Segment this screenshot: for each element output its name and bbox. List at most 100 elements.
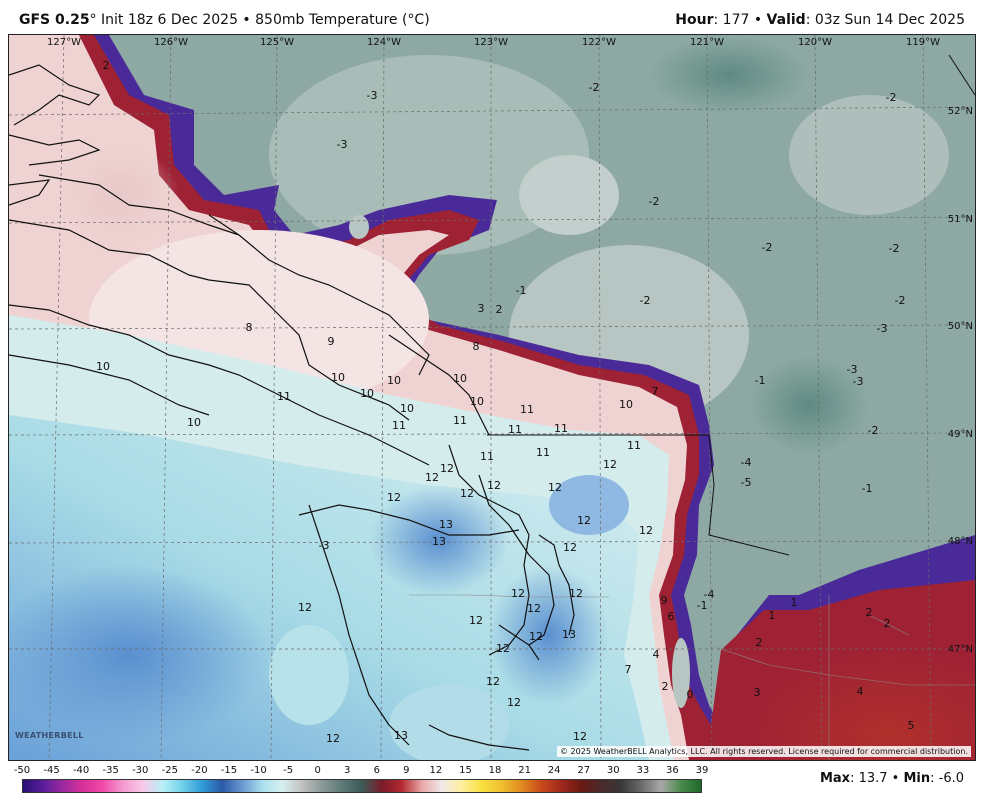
lat-label: 51°N (948, 214, 973, 225)
value-label: 11 (392, 419, 406, 432)
value-label: -4 (704, 588, 715, 601)
colorbar-tick-label: 3 (344, 765, 351, 776)
lon-label: 127°W (47, 37, 81, 48)
colorbar-tick-label: -30 (132, 765, 149, 776)
colorbar-tick-label: -20 (191, 765, 208, 776)
map-title: GFS 0.25° Init 18z 6 Dec 2025 • 850mb Te… (19, 12, 430, 28)
value-label: 12 (639, 524, 653, 537)
weatherbell-logo: WEATHERBELL (15, 731, 84, 740)
value-label: 12 (527, 602, 541, 615)
colorbar-tick-label: 6 (373, 765, 380, 776)
hour-value: : 177 • (713, 12, 767, 28)
min-label: Min (903, 771, 931, 786)
state-lines (409, 594, 975, 760)
map-canvas: 127°W 126°W 125°W 124°W 123°W 122°W 121°… (9, 35, 975, 760)
value-label: 7 (625, 663, 632, 676)
valid-value: : 03z Sun 14 Dec 2025 (805, 12, 965, 28)
colorbar-tick-label: 27 (577, 765, 591, 776)
value-label: 12 (469, 614, 483, 627)
min-max-stats: Max: 13.7 • Min: -6.0 (820, 771, 964, 786)
value-label: 13 (562, 628, 576, 641)
lon-label: 122°W (582, 37, 616, 48)
value-label: -1 (755, 374, 766, 387)
value-label: 10 (619, 398, 633, 411)
value-label: 12 (496, 642, 510, 655)
lat-label: 49°N (948, 429, 973, 440)
value-label: 9 (661, 594, 668, 607)
value-label: 12 (387, 491, 401, 504)
value-label: 12 (563, 541, 577, 554)
colorbar-tick-label: -35 (102, 765, 119, 776)
value-label: -3 (319, 539, 330, 552)
colorbar-tick-label: 30 (606, 765, 620, 776)
lon-label: 124°W (367, 37, 401, 48)
value-label: -2 (889, 242, 900, 255)
lat-labels: 52°N 51°N 50°N 49°N 48°N 47°N (948, 106, 973, 655)
value-label: 13 (432, 535, 446, 548)
value-label: 8 (473, 340, 480, 353)
coastlines (9, 64, 575, 751)
colorbar-tick-label: 24 (547, 765, 561, 776)
value-label: 4 (653, 648, 660, 661)
value-label: -3 (853, 375, 864, 388)
value-label: 12 (326, 732, 340, 745)
value-label: -3 (337, 138, 348, 151)
value-label: 2 (884, 617, 891, 630)
valid-time: Hour: 177 • Valid: 03z Sun 14 Dec 2025 (675, 12, 965, 28)
value-label: 10 (400, 402, 414, 415)
value-label: 12 (440, 462, 454, 475)
colorbar-tick-label: 39 (695, 765, 709, 776)
model-name: GFS 0.25 (19, 12, 90, 28)
colorbar-tick-label: 9 (403, 765, 410, 776)
value-label: 0 (687, 688, 694, 701)
value-label: 2 (866, 606, 873, 619)
value-label: 3 (478, 302, 485, 315)
colorbar-tick-label: 21 (518, 765, 531, 776)
value-label: 10 (360, 387, 374, 400)
value-label: 10 (387, 374, 401, 387)
value-label: 9 (328, 335, 335, 348)
colorbar-tick-label: 12 (429, 765, 443, 776)
lat-label: 47°N (948, 644, 973, 655)
copyright-notice: © 2025 WeatherBELL Analytics, LLC. All r… (557, 746, 971, 757)
value-label: 13 (439, 518, 453, 531)
value-label: -1 (516, 284, 527, 297)
value-label: 2 (103, 59, 110, 72)
value-label: 10 (187, 416, 201, 429)
colorbar-tick-label: -50 (13, 765, 31, 776)
lat-label: 48°N (948, 536, 973, 547)
value-label: 12 (577, 514, 591, 527)
value-label: 10 (470, 395, 484, 408)
lon-label: 120°W (798, 37, 832, 48)
hour-label: Hour (675, 12, 714, 28)
value-label: 12 (487, 479, 501, 492)
value-label: 4 (857, 685, 864, 698)
value-label: 13 (394, 729, 408, 742)
value-label: -1 (862, 482, 873, 495)
temperature-map[interactable]: 127°W 126°W 125°W 124°W 123°W 122°W 121°… (8, 34, 976, 761)
value-label: 12 (511, 587, 525, 600)
value-label: -2 (649, 195, 660, 208)
value-label: 12 (507, 696, 521, 709)
value-label: -2 (762, 241, 773, 254)
value-label: 10 (96, 360, 110, 373)
value-label: 1 (791, 596, 798, 609)
value-label: 1 (769, 609, 776, 622)
max-value: : 13.7 • (850, 771, 904, 786)
lat-label: 52°N (948, 106, 973, 117)
value-label: -2 (868, 424, 879, 437)
value-label: -2 (589, 81, 600, 94)
value-label: 2 (756, 636, 763, 649)
value-label: 11 (536, 446, 550, 459)
value-label: 11 (508, 423, 522, 436)
value-label: -2 (886, 91, 897, 104)
value-label: 12 (486, 675, 500, 688)
value-label: -2 (640, 294, 651, 307)
value-label: 11 (520, 403, 534, 416)
colorbar-tick-label: 0 (314, 765, 321, 776)
colorbar-tick-label: -5 (283, 765, 294, 776)
lat-label: 50°N (948, 321, 973, 332)
degree-symbol: ° (89, 12, 97, 28)
colorbar-tick-label: 18 (488, 765, 502, 776)
